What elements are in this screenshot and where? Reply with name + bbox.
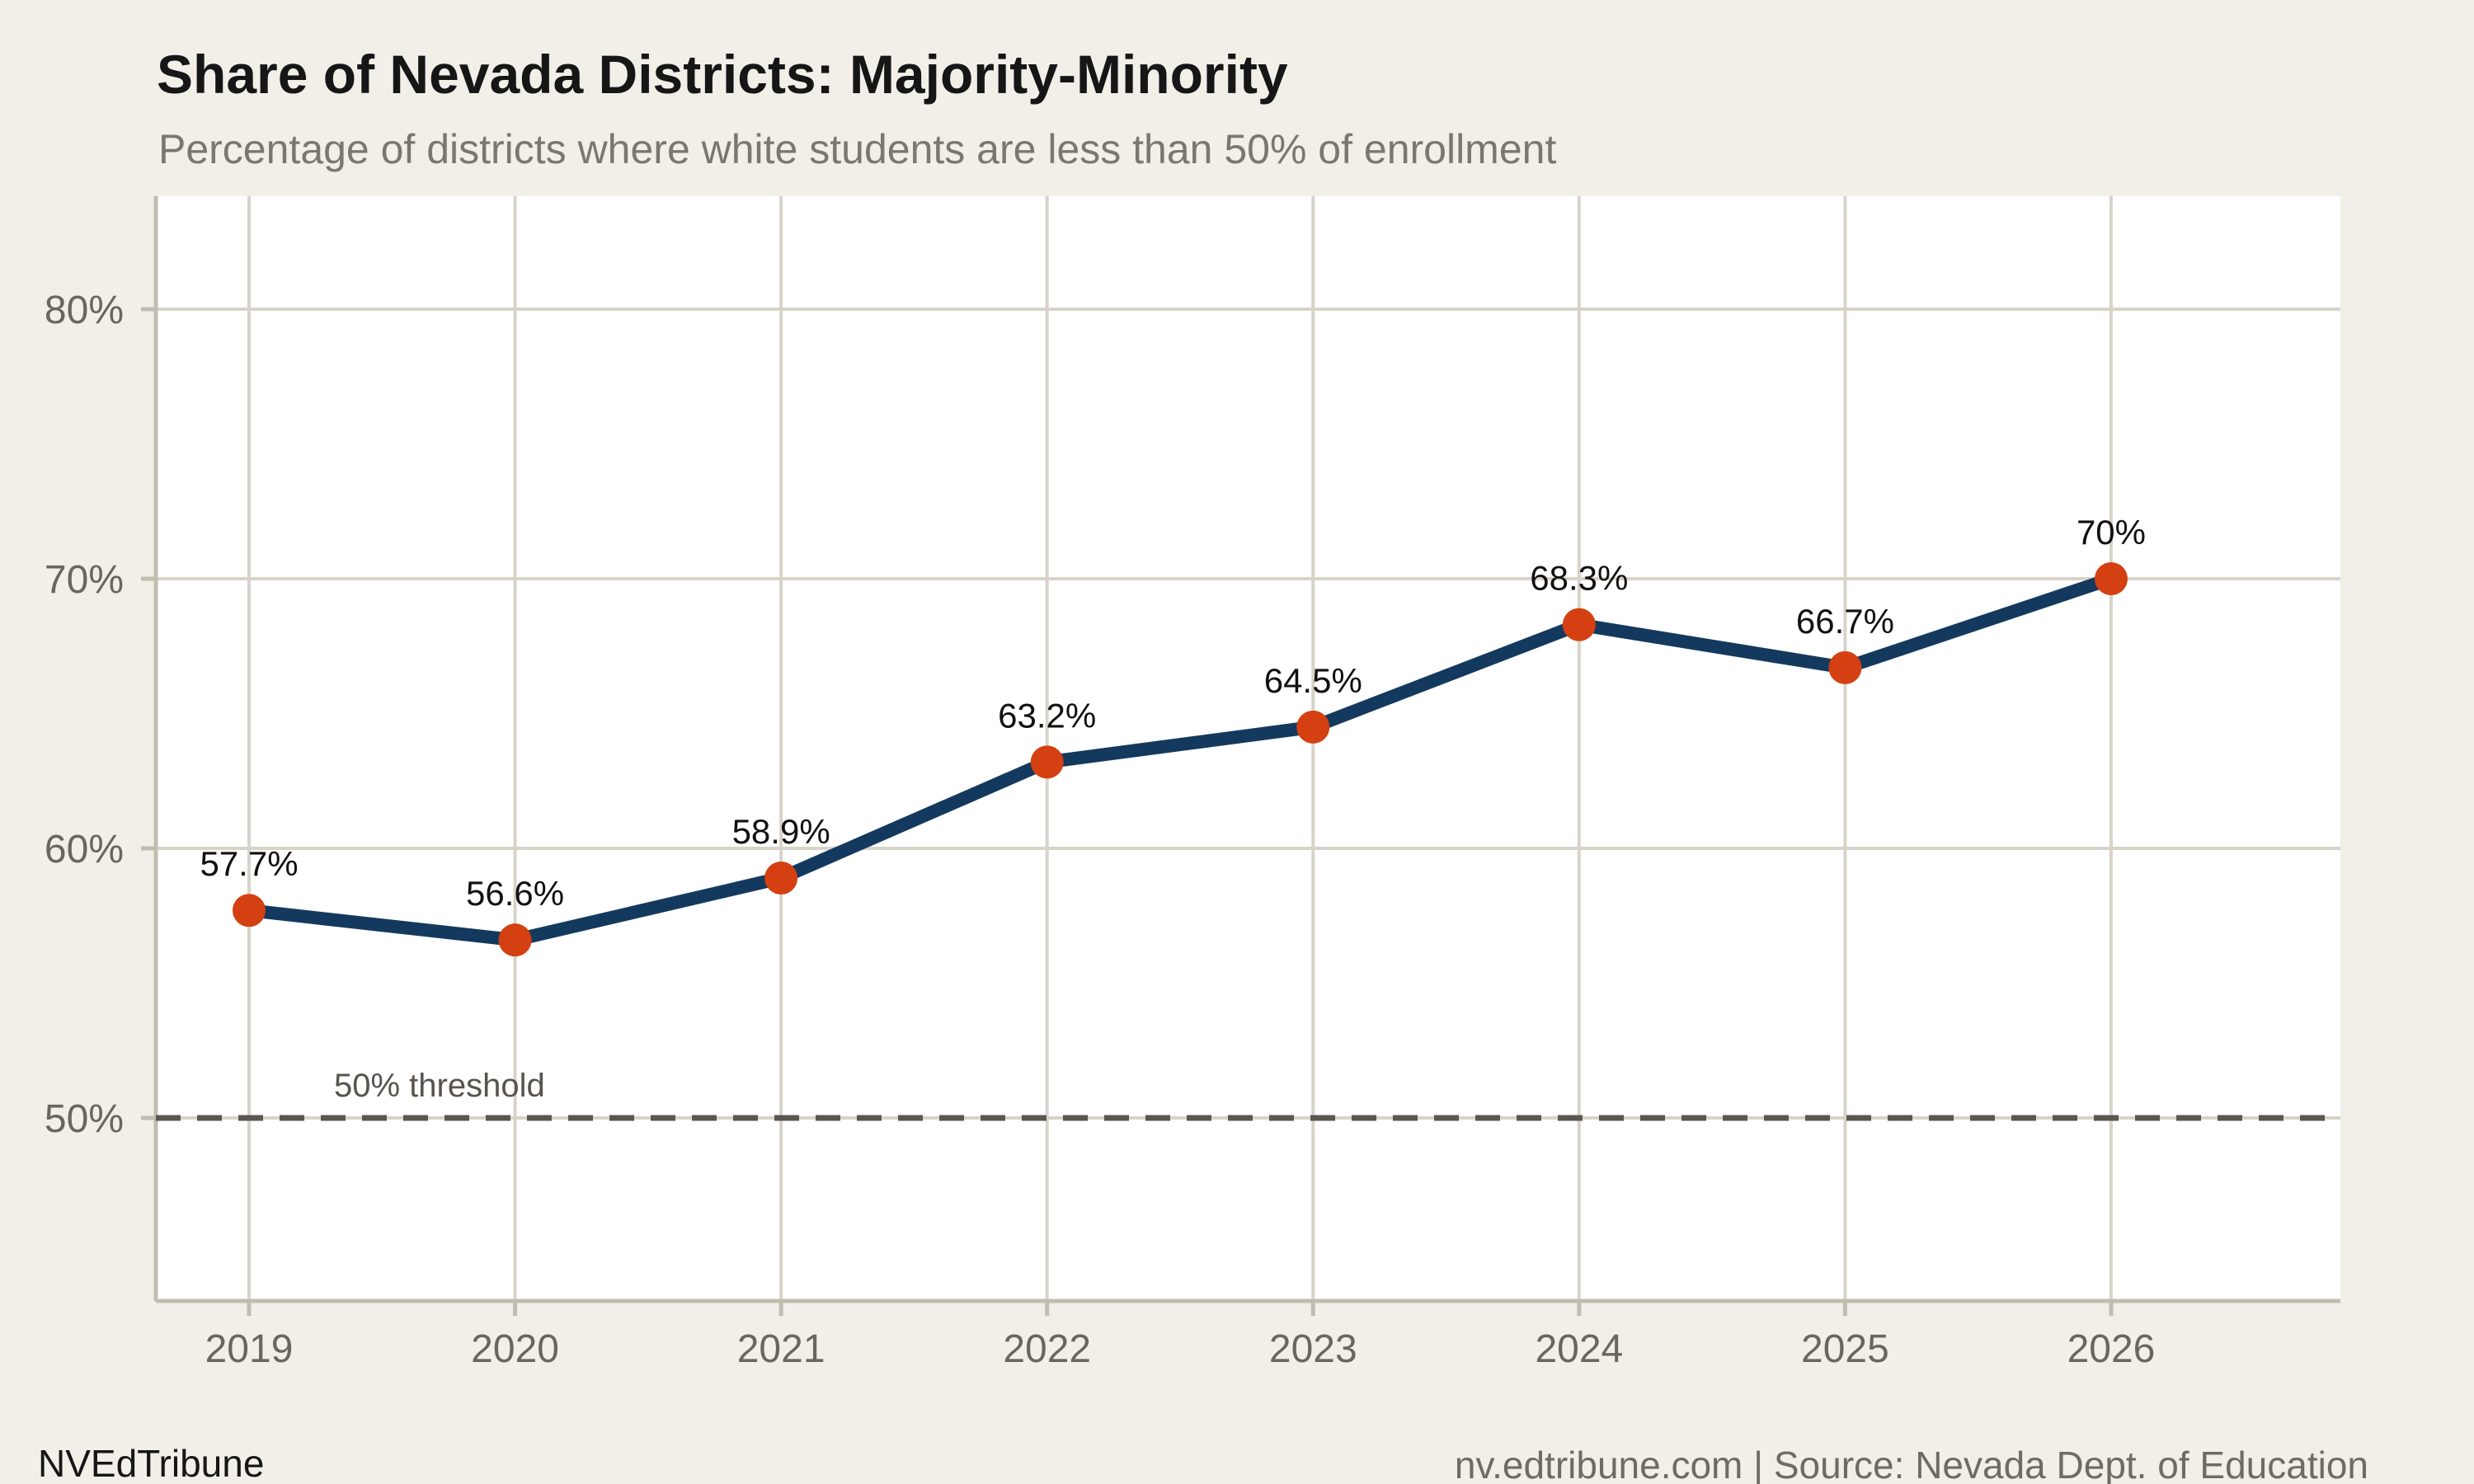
data-point-2025 <box>1828 650 1862 684</box>
data-point-2020 <box>498 923 532 957</box>
data-point-2021 <box>764 861 798 895</box>
data-label-2023: 64.5% <box>1264 661 1362 700</box>
x-tick-label: 2026 <box>2067 1327 2156 1371</box>
data-line <box>242 572 2118 947</box>
x-tick-label: 2020 <box>471 1327 559 1371</box>
publisher-logo-text: NVEdTribune <box>38 1442 265 1484</box>
x-tick-label: 2022 <box>1003 1327 1091 1371</box>
data-label-2021: 58.9% <box>732 812 830 851</box>
x-tick-label: 2024 <box>1535 1327 1623 1371</box>
x-tick-label: 2025 <box>1801 1327 1889 1371</box>
data-label-2020: 56.6% <box>466 874 564 913</box>
threshold-label: 50% threshold <box>334 1068 545 1104</box>
data-point-2024 <box>1562 608 1596 641</box>
x-tick-label: 2023 <box>1269 1327 1357 1371</box>
data-point-2019 <box>233 894 266 928</box>
x-tick-label: 2019 <box>205 1327 294 1371</box>
data-label-2019: 57.7% <box>200 844 298 883</box>
plot-area <box>156 196 2340 1301</box>
chart-title: Share of Nevada Districts: Majority-Mino… <box>157 44 1288 105</box>
data-point-2023 <box>1296 710 1330 744</box>
source-attribution: nv.edtribune.com | Source: Nevada Dept. … <box>1454 1444 2368 1484</box>
x-tick-label: 2021 <box>737 1327 825 1371</box>
data-label-2026: 70% <box>2077 513 2146 552</box>
data-label-2024: 68.3% <box>1530 559 1628 598</box>
data-point-2022 <box>1030 745 1064 779</box>
data-label-2025: 66.7% <box>1796 602 1894 641</box>
y-tick-label: 60% <box>45 828 124 871</box>
data-point-2026 <box>2094 562 2128 595</box>
y-tick-label: 50% <box>45 1097 124 1141</box>
y-tick-label: 70% <box>45 558 124 602</box>
y-tick-label: 80% <box>45 289 124 332</box>
data-label-2022: 63.2% <box>998 696 1096 735</box>
chart-subtitle: Percentage of districts where white stud… <box>158 126 1557 172</box>
